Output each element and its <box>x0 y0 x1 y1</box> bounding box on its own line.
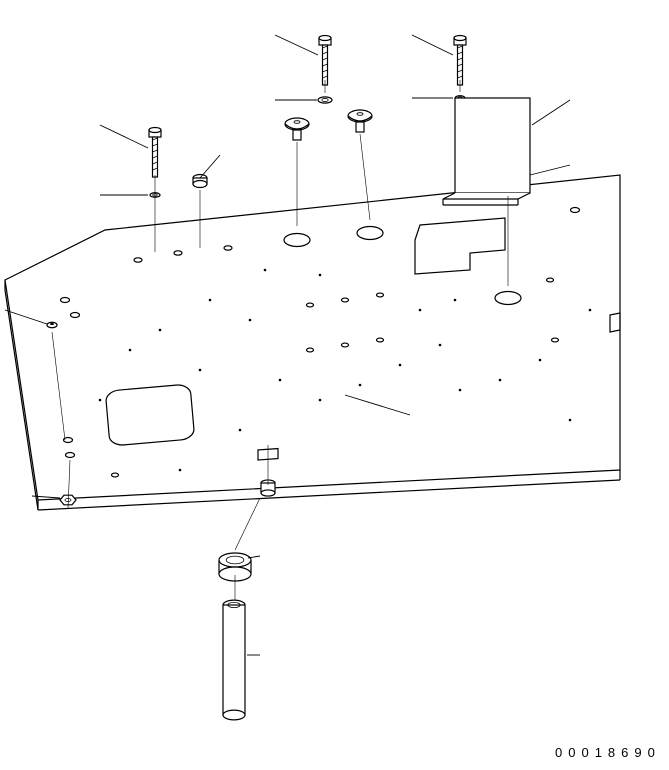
diagram-canvas: 00018690 <box>0 0 669 770</box>
drawing-id-label: 00018690 <box>555 745 661 760</box>
diagram-svg <box>0 0 669 770</box>
